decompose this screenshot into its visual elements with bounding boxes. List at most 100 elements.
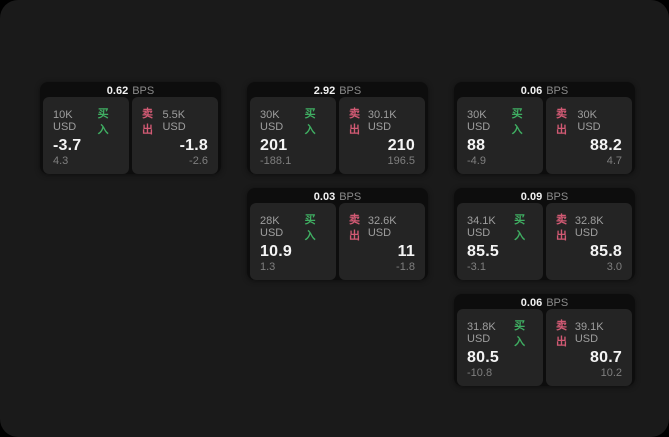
bps-unit: BPS xyxy=(339,85,362,97)
sell-panel[interactable]: 卖出 5.5K USD -1.8 -2.6 xyxy=(132,97,218,174)
buy-price: 201 xyxy=(260,137,288,154)
buy-tag: 买入 xyxy=(511,108,523,136)
buy-sub-value: -4.9 xyxy=(467,155,486,167)
sell-panel-top: 卖出 32.8K USD xyxy=(556,211,622,243)
quote-card: 2.92 BPS 30K USD 买入 201 -188.1 卖出 30.1K … xyxy=(247,82,428,174)
buy-price: 10.9 xyxy=(260,243,292,260)
buy-tag: 买入 xyxy=(514,214,526,242)
sell-sub-value: 10.2 xyxy=(600,367,622,379)
buy-sub-value: -3.1 xyxy=(467,261,486,273)
buy-sub-value: 1.3 xyxy=(260,261,276,273)
bps-header: 0.09 BPS xyxy=(457,191,632,203)
buy-price: 88 xyxy=(467,137,486,154)
buy-tag: 买入 xyxy=(514,320,526,348)
sell-panel-top: 卖出 30K USD xyxy=(556,105,622,137)
buy-amount: 31.8K USD xyxy=(467,321,496,345)
bps-unit: BPS xyxy=(546,191,569,203)
sell-sub-value: 4.7 xyxy=(606,155,622,167)
buy-price: -3.7 xyxy=(53,137,82,154)
quote-panels: 31.8K USD 买入 80.5 -10.8 卖出 39.1K USD 80.… xyxy=(457,309,632,386)
sell-sub-value: 3.0 xyxy=(606,261,622,273)
sell-panel[interactable]: 卖出 30.1K USD 210 196.5 xyxy=(339,97,425,174)
buy-amount: 30K USD xyxy=(467,109,491,133)
bps-value: 0.62 xyxy=(106,85,129,97)
sell-tag: 卖出 xyxy=(556,108,567,136)
buy-amount: 10K USD xyxy=(53,109,77,133)
bps-value: 0.06 xyxy=(520,85,543,97)
buy-sub-value: 4.3 xyxy=(53,155,69,167)
buy-panel-top: 34.1K USD 买入 xyxy=(467,211,533,243)
sell-panel[interactable]: 卖出 32.6K USD 11 -1.8 xyxy=(339,203,425,280)
sell-panel[interactable]: 卖出 32.8K USD 85.8 3.0 xyxy=(546,203,632,280)
buy-panel-top: 30K USD 买入 xyxy=(260,105,326,137)
buy-panel-top: 10K USD 买入 xyxy=(53,105,119,137)
buy-amount: 28K USD xyxy=(260,215,284,239)
quote-card: 0.03 BPS 28K USD 买入 10.9 1.3 卖出 32.6K US… xyxy=(247,188,428,280)
quote-cards-grid: 0.62 BPS 10K USD 买入 -3.7 4.3 卖出 5.5K USD xyxy=(40,82,635,386)
sell-panel-top: 卖出 5.5K USD xyxy=(142,105,208,137)
bps-header: 0.03 BPS xyxy=(250,191,425,203)
sell-sub-value: 196.5 xyxy=(387,155,415,167)
quote-panels: 30K USD 买入 201 -188.1 卖出 30.1K USD 210 1… xyxy=(250,97,425,174)
sell-tag: 卖出 xyxy=(556,320,567,348)
bps-value: 0.09 xyxy=(520,191,543,203)
sell-sub-value: -2.6 xyxy=(189,155,208,167)
quote-card: 0.62 BPS 10K USD 买入 -3.7 4.3 卖出 5.5K USD xyxy=(40,82,221,174)
quote-card: 0.06 BPS 31.8K USD 买入 80.5 -10.8 卖出 39.1… xyxy=(454,294,635,386)
buy-amount: 30K USD xyxy=(260,109,284,133)
bps-value: 0.03 xyxy=(313,191,336,203)
buy-panel-top: 28K USD 买入 xyxy=(260,211,326,243)
buy-panel[interactable]: 30K USD 买入 88 -4.9 xyxy=(457,97,543,174)
buy-tag: 买入 xyxy=(304,214,316,242)
sell-tag: 卖出 xyxy=(349,214,360,242)
sell-amount: 5.5K USD xyxy=(162,109,186,133)
bps-unit: BPS xyxy=(546,297,569,309)
quote-panels: 10K USD 买入 -3.7 4.3 卖出 5.5K USD -1.8 -2.… xyxy=(43,97,218,174)
buy-panel-top: 31.8K USD 买入 xyxy=(467,317,533,349)
sell-amount: 30K USD xyxy=(577,109,601,133)
sell-amount: 39.1K USD xyxy=(574,321,604,345)
quote-panels: 34.1K USD 买入 85.5 -3.1 卖出 32.8K USD 85.8… xyxy=(457,203,632,280)
sell-price: 88.2 xyxy=(590,137,622,154)
sell-price: -1.8 xyxy=(179,137,208,154)
buy-sub-value: -188.1 xyxy=(260,155,292,167)
quote-panels: 28K USD 买入 10.9 1.3 卖出 32.6K USD 11 -1.8 xyxy=(250,203,425,280)
sell-panel-top: 卖出 39.1K USD xyxy=(556,317,622,349)
sell-price: 11 xyxy=(397,243,415,260)
buy-panel[interactable]: 30K USD 买入 201 -188.1 xyxy=(250,97,336,174)
sell-tag: 卖出 xyxy=(142,108,153,136)
quote-card: 0.09 BPS 34.1K USD 买入 85.5 -3.1 卖出 32.8K… xyxy=(454,188,635,280)
buy-price: 85.5 xyxy=(467,243,499,260)
sell-amount: 30.1K USD xyxy=(367,109,397,133)
sell-sub-value: -1.8 xyxy=(396,261,415,273)
buy-panel[interactable]: 34.1K USD 买入 85.5 -3.1 xyxy=(457,203,543,280)
sell-price: 80.7 xyxy=(590,349,622,366)
buy-tag: 买入 xyxy=(304,108,316,136)
buy-panel-top: 30K USD 买入 xyxy=(467,105,533,137)
bps-value: 0.06 xyxy=(520,297,543,309)
bps-unit: BPS xyxy=(339,191,362,203)
sell-panel[interactable]: 卖出 30K USD 88.2 4.7 xyxy=(546,97,632,174)
buy-panel[interactable]: 10K USD 买入 -3.7 4.3 xyxy=(43,97,129,174)
sell-amount: 32.8K USD xyxy=(574,215,604,239)
sell-panel-top: 卖出 32.6K USD xyxy=(349,211,415,243)
sell-amount: 32.6K USD xyxy=(367,215,397,239)
bps-header: 0.62 BPS xyxy=(43,85,218,97)
sell-price: 210 xyxy=(387,137,415,154)
buy-amount: 34.1K USD xyxy=(467,215,496,239)
bps-header: 2.92 BPS xyxy=(250,85,425,97)
bps-unit: BPS xyxy=(546,85,569,97)
bps-value: 2.92 xyxy=(313,85,336,97)
sell-tag: 卖出 xyxy=(349,108,360,136)
buy-price: 80.5 xyxy=(467,349,499,366)
sell-panel-top: 卖出 30.1K USD xyxy=(349,105,415,137)
quote-card: 0.06 BPS 30K USD 买入 88 -4.9 卖出 30K USD xyxy=(454,82,635,174)
sell-panel[interactable]: 卖出 39.1K USD 80.7 10.2 xyxy=(546,309,632,386)
buy-sub-value: -10.8 xyxy=(467,367,493,379)
buy-panel[interactable]: 31.8K USD 买入 80.5 -10.8 xyxy=(457,309,543,386)
bps-header: 0.06 BPS xyxy=(457,85,632,97)
sell-tag: 卖出 xyxy=(556,214,567,242)
buy-panel[interactable]: 28K USD 买入 10.9 1.3 xyxy=(250,203,336,280)
bps-unit: BPS xyxy=(132,85,155,97)
